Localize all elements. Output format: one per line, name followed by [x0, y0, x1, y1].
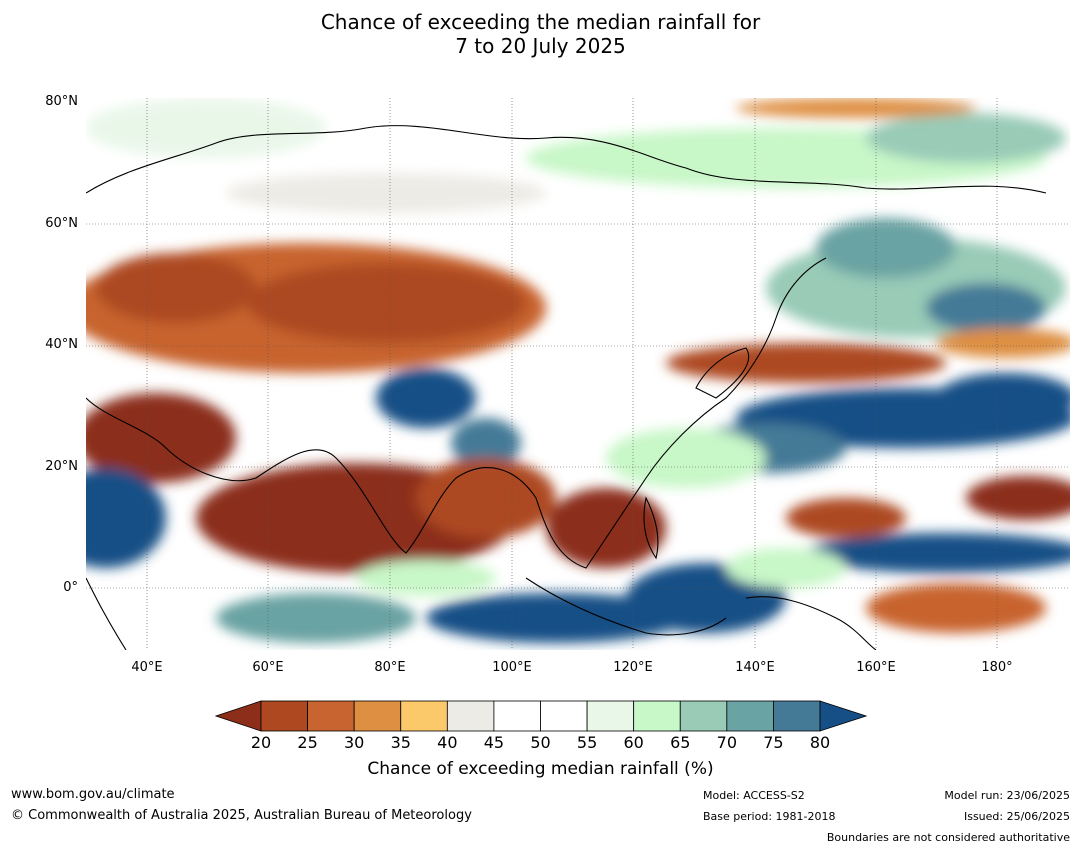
lon-label-140e: 140°E [735, 660, 775, 675]
footer-model: Model: ACCESS-S2 [703, 789, 805, 802]
colorbar-band [400, 700, 448, 732]
lat-label-60n: 60°N [45, 216, 78, 231]
lon-label-100e: 100°E [492, 660, 532, 675]
graticule [86, 98, 1070, 650]
footer-website: www.bom.gov.au/climate [11, 787, 175, 802]
colorbar-band [773, 700, 821, 732]
footer-base-period: Base period: 1981-2018 [703, 810, 836, 823]
footer-copyright: © Commonwealth of Australia 2025, Austra… [11, 808, 472, 823]
lat-label-20n: 20°N [45, 459, 78, 474]
lon-label-160e: 160°E [856, 660, 896, 675]
colorbar-tick-label: 60 [623, 733, 644, 752]
colorbar-tick-label: 25 [297, 733, 318, 752]
colorbar-band [679, 700, 728, 732]
colorbar-band [726, 700, 774, 732]
colorbar-band [353, 700, 402, 732]
colorbar-tick-label: 40 [437, 733, 458, 752]
colorbar-tick-label: 65 [670, 733, 691, 752]
colorbar-tick-label: 55 [576, 733, 598, 752]
lon-label-40e: 40°E [131, 660, 163, 675]
title-line-1: Chance of exceeding the median rainfall … [320, 10, 761, 34]
colorbar-band [586, 700, 635, 732]
colorbar-band [540, 700, 588, 732]
colorbar-tick-label: 35 [390, 733, 411, 752]
colorbar-band [260, 700, 308, 732]
lat-label-80n: 80°N [45, 94, 78, 109]
colorbar-band [493, 700, 541, 732]
rainfall-field [86, 98, 1070, 643]
colorbar-band [446, 700, 495, 732]
colorbar [215, 700, 867, 732]
colorbar-band [307, 700, 355, 732]
colorbar-band [633, 700, 681, 732]
footer-disclaimer: Boundaries are not considered authoritat… [826, 831, 1070, 844]
lon-label-120e: 120°E [613, 660, 653, 675]
colorbar-segments [215, 700, 867, 732]
colorbar-tick-label: 50 [530, 733, 551, 752]
colorbar-arrow-below [215, 700, 262, 732]
colorbar-title: Chance of exceeding median rainfall (%) [367, 759, 714, 779]
colorbar-tick-label: 70 [716, 733, 738, 752]
footer-issued: Issued: 25/06/2025 [963, 810, 1070, 823]
coastlines [86, 125, 1047, 650]
lon-label-180: 180° [981, 660, 1013, 675]
colorbar-tick-label: 80 [809, 733, 831, 752]
map-canvas [86, 98, 1070, 650]
colorbar-arrow-above [819, 700, 867, 732]
lat-label-0: 0° [63, 580, 78, 595]
map-title: Chance of exceeding the median rainfall … [0, 10, 1081, 58]
lon-label-80e: 80°E [374, 660, 406, 675]
footer-model-run: Model run: 23/06/2025 [944, 789, 1070, 802]
colorbar-tick-label: 45 [483, 733, 505, 752]
lon-label-60e: 60°E [252, 660, 284, 675]
title-line-2: 7 to 20 July 2025 [455, 34, 626, 58]
lat-label-40n: 40°N [45, 337, 78, 352]
colorbar-tick-label: 75 [763, 733, 784, 752]
colorbar-tick-label: 30 [343, 733, 365, 752]
colorbar-tick-label: 20 [250, 733, 272, 752]
rainfall-map [86, 98, 1070, 650]
